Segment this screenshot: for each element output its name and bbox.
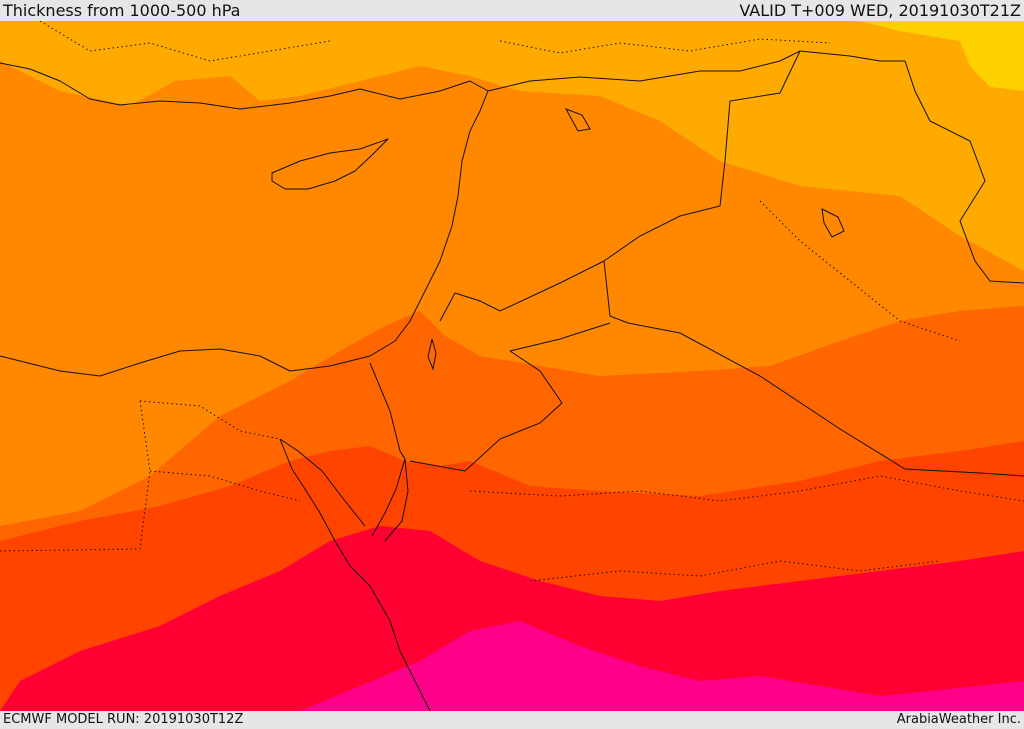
band-6-shading [0, 526, 1024, 711]
band-7-shading [300, 621, 1024, 711]
admin-lines-turkey [39, 21, 831, 62]
admin-lines-egypt [139, 400, 301, 502]
map-title: Thickness from 1000-500 hPa [3, 1, 241, 20]
border-sinai [369, 362, 406, 460]
header-bar: Thickness from 1000-500 hPa VALID T+009 … [0, 0, 1024, 21]
border-iraq-iran [904, 60, 1024, 284]
border-syria-iraq-west [603, 50, 801, 262]
model-run: ECMWF MODEL RUN: 20191030T12Z [3, 712, 244, 727]
band-1-shading [860, 21, 1024, 91]
credit: ArabiaWeather Inc. [896, 712, 1021, 727]
dead-sea [427, 338, 437, 371]
valid-time: VALID T+009 WED, 20191030T21Z [739, 1, 1021, 20]
coastline-cyprus [271, 138, 389, 190]
coastline-mediterranean [0, 62, 489, 377]
border-syria-north [487, 50, 905, 92]
footer-bar: ECMWF MODEL RUN: 20191030T12Z ArabiaWeat… [0, 711, 1024, 729]
border-jordan [409, 260, 611, 472]
lake-tharthar [821, 208, 845, 238]
border-iraq-syria [603, 260, 1024, 477]
thickness-map [0, 21, 1024, 711]
lake-assad [564, 108, 591, 132]
coastline-red-sea-gulfs [279, 438, 431, 711]
